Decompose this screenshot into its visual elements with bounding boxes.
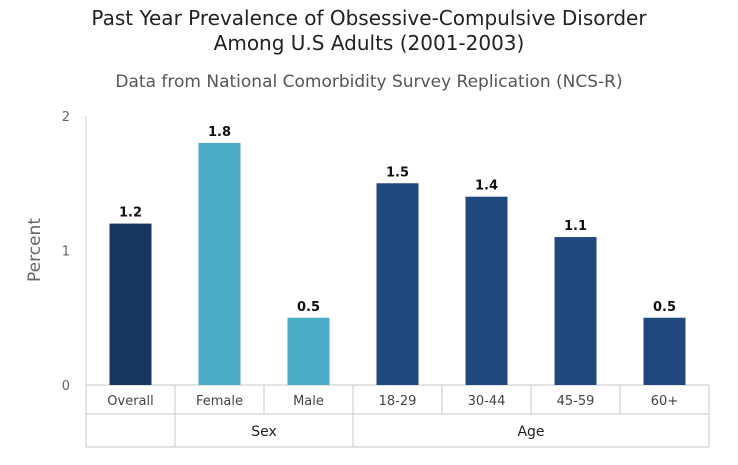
y-tick-label: 2 (62, 110, 70, 125)
data-label: 1.4 (475, 179, 498, 194)
bar (465, 196, 508, 385)
group-label: Age (517, 424, 544, 440)
data-label: 1.2 (119, 206, 142, 221)
bar (198, 142, 241, 385)
category-label: 45-59 (557, 394, 595, 409)
group-label: Sex (251, 424, 277, 440)
category-label: Female (196, 394, 243, 409)
category-label: Male (293, 394, 324, 409)
category-label: Overall (107, 394, 153, 409)
category-label: 18-29 (379, 394, 417, 409)
data-label: 1.5 (386, 165, 409, 180)
data-label: 1.8 (208, 125, 231, 140)
data-label: 1.1 (564, 219, 587, 234)
y-tick-label: 1 (62, 245, 70, 260)
chart-labels: Sex Age 1.2 Overall 1.8 Female 0.5 Male 1.5 18-29… (107, 125, 678, 440)
category-label: 30-44 (468, 394, 506, 409)
y-tick-label: 0 (62, 379, 70, 394)
chart-title: Past Year Prevalence of Obsessive-Compul… (0, 6, 738, 56)
bar (554, 237, 597, 385)
bar (109, 223, 152, 385)
y-axis-label: Percent (25, 218, 45, 282)
chart-subtitle: Data from National Comorbidity Survey Re… (115, 72, 623, 92)
bar (643, 317, 686, 385)
data-label: 0.5 (653, 300, 676, 315)
chart-title-line-2: Among U.S Adults (2001-2003) (213, 31, 525, 55)
bar (287, 317, 330, 385)
chart-title-line-1: Past Year Prevalence of Obsessive-Compul… (91, 6, 647, 30)
data-label: 0.5 (297, 300, 320, 315)
bar (376, 183, 419, 385)
category-label: 60+ (651, 394, 678, 409)
chart-bars (109, 142, 686, 385)
